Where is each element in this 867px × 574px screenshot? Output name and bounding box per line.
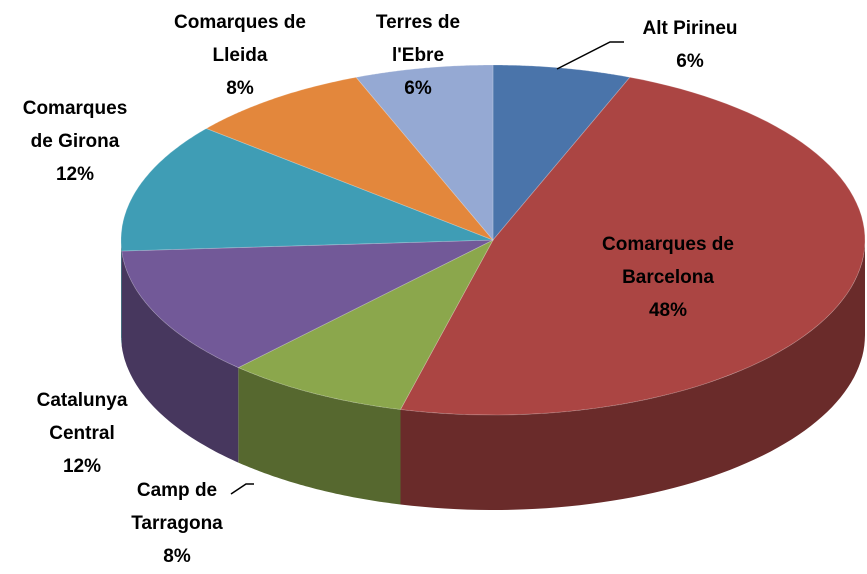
slice-label: Comarques de Lleida 8% — [165, 6, 315, 105]
slice-label: Comarques de Girona 12% — [19, 92, 131, 191]
slice — [120, 128, 494, 252]
slice-side — [238, 367, 401, 505]
slice-label: Comarques de Barcelona 48% — [593, 228, 743, 327]
slice-value: 8% — [163, 546, 191, 567]
slice-side — [121, 240, 122, 346]
leader-line — [556, 41, 624, 70]
slice-side — [400, 240, 865, 510]
slice-name: Comarques de Lleida — [174, 12, 306, 66]
slice-value: 12% — [62, 456, 102, 477]
slice — [205, 76, 494, 241]
slice-label: Camp de Tarragona 8% — [118, 474, 236, 573]
slice-label: Terres de l'Ebre 6% — [368, 6, 468, 105]
slice-label: Catalunya Central 12% — [17, 384, 147, 483]
slice — [237, 239, 494, 410]
slice — [355, 64, 494, 242]
slice-value: 48% — [648, 300, 688, 321]
slice-label: Alt Pirineu 6% — [615, 12, 765, 78]
slice-value: 6% — [676, 51, 704, 72]
slice-name: Catalunya Central — [36, 390, 128, 444]
slice-value: 6% — [404, 78, 432, 99]
slice — [399, 76, 866, 416]
slice-name: Comarques de Girona — [22, 98, 128, 152]
slice-value: 8% — [226, 78, 254, 99]
slice-name: Alt Pirineu — [642, 18, 738, 39]
slice-name: Camp de Tarragona — [131, 480, 223, 534]
leader-line — [230, 483, 254, 495]
slice-side — [121, 251, 239, 463]
slice — [121, 239, 494, 369]
slice — [492, 64, 631, 242]
slice-name: Comarques de Barcelona — [602, 234, 734, 288]
slice-name: Terres de l'Ebre — [375, 12, 461, 66]
slice-value: 12% — [55, 164, 95, 185]
